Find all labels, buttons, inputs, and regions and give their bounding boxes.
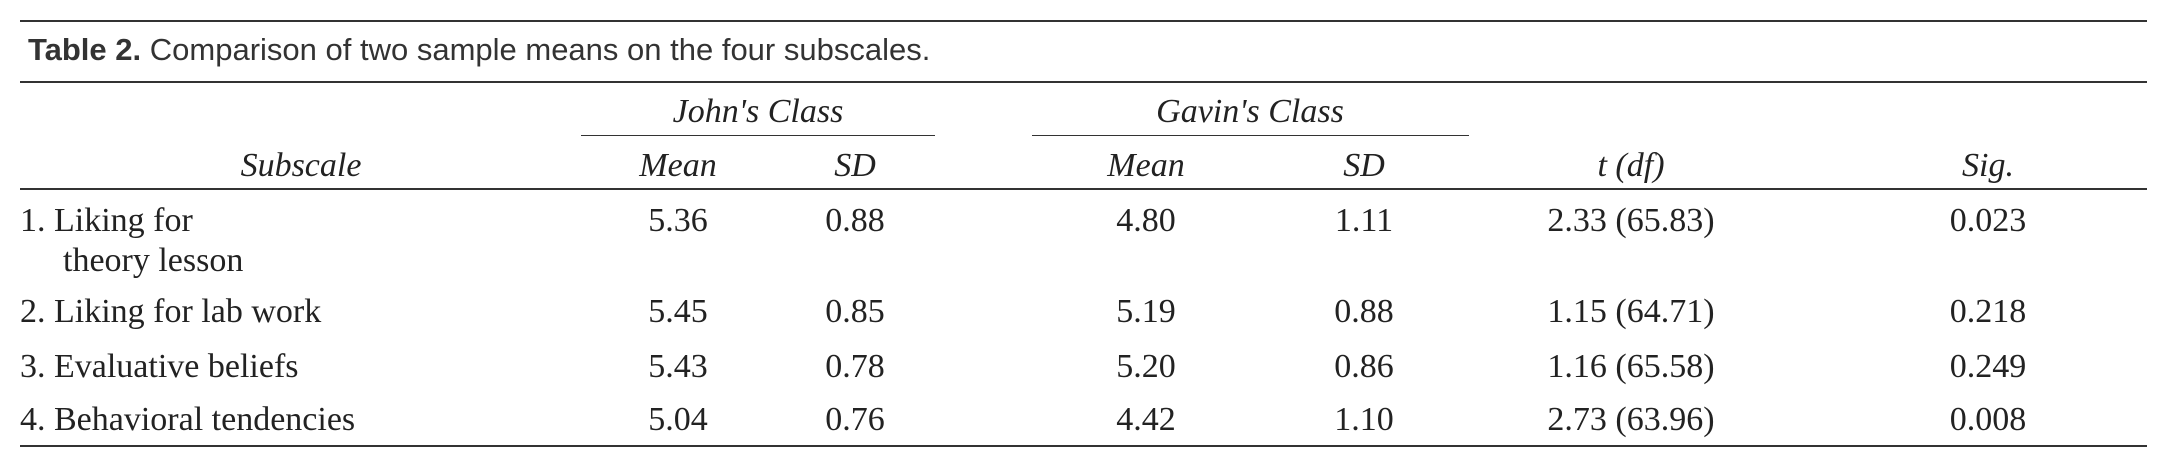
rule: [20, 188, 2147, 190]
cell: 4.42: [1116, 401, 1176, 438]
cell: 0.86: [1334, 348, 1394, 385]
row-label: 1. Liking for: [20, 202, 193, 239]
cell: 0.78: [825, 348, 885, 385]
caption: Table 2. Comparison of two sample means …: [28, 30, 930, 70]
group-header: John's Class: [672, 93, 844, 130]
cell: 5.36: [648, 202, 708, 239]
cell: 0.023: [1949, 202, 2027, 239]
cell: 0.85: [825, 293, 885, 330]
cell: 1.16 (65.58): [1547, 348, 1715, 385]
column-header: SD: [834, 147, 876, 184]
group-rule: [581, 135, 935, 136]
cell: 0.249: [1949, 348, 2027, 385]
cell: 5.45: [648, 293, 708, 330]
rule: [20, 81, 2147, 83]
cell: 2.33 (65.83): [1547, 202, 1715, 239]
cell: 1.10: [1334, 401, 1394, 438]
caption-label: Table 2.: [28, 32, 142, 67]
column-header: Subscale: [240, 147, 362, 184]
group-header: Gavin's Class: [1156, 93, 1344, 130]
cell: 0.218: [1949, 293, 2027, 330]
caption-text: Comparison of two sample means on the fo…: [149, 32, 931, 67]
column-header: Mean: [1107, 147, 1185, 184]
cell: 0.76: [825, 401, 885, 438]
cell: 5.20: [1116, 348, 1176, 385]
cell: 4.80: [1116, 202, 1176, 239]
cell: 1.15 (64.71): [1547, 293, 1715, 330]
row-label: theory lesson: [63, 242, 244, 279]
rule: [20, 445, 2147, 447]
column-header: Sig.: [1962, 147, 2014, 184]
cell: 0.88: [1334, 293, 1394, 330]
column-header: SD: [1343, 147, 1385, 184]
row-label: 3. Evaluative beliefs: [20, 348, 299, 385]
cell: 0.88: [825, 202, 885, 239]
group-rule: [1032, 135, 1469, 136]
cell: 5.19: [1116, 293, 1176, 330]
cell: 5.04: [648, 401, 708, 438]
cell: 2.73 (63.96): [1547, 401, 1715, 438]
cell: 1.11: [1334, 202, 1394, 239]
rule: [20, 20, 2147, 22]
cell: 5.43: [648, 348, 708, 385]
row-label: 4. Behavioral tendencies: [20, 401, 356, 438]
column-header: Mean: [639, 147, 717, 184]
row-label: 2. Liking for lab work: [20, 293, 322, 330]
cell: 0.008: [1949, 401, 2027, 438]
column-header: t (df): [1597, 147, 1665, 184]
